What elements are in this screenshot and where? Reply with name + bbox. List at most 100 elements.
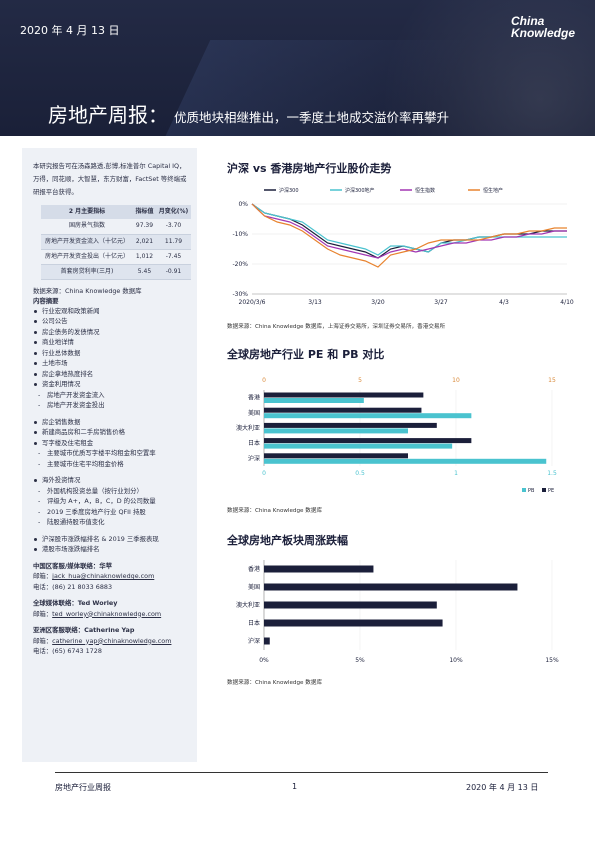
legend-label: PB <box>528 488 535 494</box>
footer-date: 2020 年 4 月 13 日 <box>466 783 539 792</box>
contact-name: 全球媒体联络：Ted Worley <box>33 599 118 607</box>
pe-bar <box>264 453 408 459</box>
header-banner: 2020 年 4 月 13 日 China Knowledge 房地产周报： 优质… <box>0 0 595 136</box>
toc-item: 新建商品房和二手房销售价格 <box>33 427 189 438</box>
weekly-chart-title: 全球房地产板块周涨跌幅 <box>227 534 348 547</box>
y-tick-label: 0% <box>238 201 248 208</box>
toc-subitem: 评级为 A+，A，B，C，D 的公司数量 <box>33 496 189 507</box>
toc-item: 沪深股市涨跌幅排名 & 2019 三季报表现 <box>33 534 189 545</box>
contact-email-link[interactable]: catherine_yap@chinaknowledge.com <box>52 636 172 645</box>
banner-decoration <box>380 0 595 136</box>
table-cell: 房地产开发资金投出（十亿元） <box>41 249 133 265</box>
weekly-chart-source: 数据来源：China Knowledge 数据库 <box>227 680 323 686</box>
toc-item: 行业总体数据 <box>33 348 189 359</box>
contact-email-link[interactable]: ted_worley@chinaknowledge.com <box>52 609 162 618</box>
toc-item: 资金利用情况 <box>33 379 189 390</box>
category-label: 香港 <box>248 394 260 402</box>
contact-email-link[interactable]: jack_hua@chinaknowledge.com <box>52 572 155 580</box>
legend-label: 恒生指数 <box>415 187 435 194</box>
pb-bar <box>264 428 408 434</box>
report-title-main: 房地产周报： <box>48 103 168 127</box>
toc-subitem: 主要城市住宅平均租金价格 <box>33 459 189 470</box>
legend-label: 恒生地产 <box>483 187 503 194</box>
weekly-change-bar <box>264 601 437 609</box>
footer-divider <box>55 772 548 773</box>
table-cell: 2,021 <box>132 234 156 250</box>
legend-swatch <box>542 488 546 492</box>
series-line <box>251 203 567 268</box>
report-title-sub: 优质地块相继推出，一季度土地成交溢价率再攀升 <box>174 110 450 125</box>
table-cell: 首套房贷利率(三月) <box>41 264 133 280</box>
x-tick-label: 4/3 <box>499 299 509 306</box>
table-source: 数据来源：China Knowledge 数据库 <box>33 286 142 295</box>
weekly-change-bar <box>264 637 270 645</box>
bottom-axis-tick-label: 0.5 <box>355 470 365 477</box>
contact-email-row: 邮箱：ted_worley@chinaknowledge.com <box>33 609 189 620</box>
category-label: 日本 <box>248 439 260 447</box>
pepb-chart-title: 全球房地产行业 PE 和 PB 对比 <box>227 348 385 361</box>
contact-email-label: 邮箱： <box>33 572 53 580</box>
y-tick-label: -20% <box>232 261 248 268</box>
pepb-chart-source: 数据来源：China Knowledge 数据库 <box>227 508 323 514</box>
weekly-change-bar <box>264 583 518 591</box>
top-axis-tick-label: 0 <box>262 377 266 384</box>
key-indicator-table: 2 月主要指标 指标值 月变化(%) 国房景气指数 97.39 -3.70 房地… <box>41 205 191 280</box>
category-label: 美国 <box>248 583 260 591</box>
table-cell: 房地产开发资金流入（十亿元） <box>41 234 133 250</box>
table-cell: 11.79 <box>155 234 191 250</box>
bottom-axis-tick-label: 1 <box>454 470 458 477</box>
contact-email-row: 邮箱：catherine_yap@chinaknowledge.com <box>33 636 189 647</box>
x-tick-label: 10% <box>449 657 463 664</box>
toc-item: 房企销售数据 <box>33 417 189 428</box>
table-header: 月变化(%) <box>155 205 191 219</box>
pe-bar <box>264 407 422 413</box>
toc-subitem: 主要城市优质写字楼平均租金和空置率 <box>33 448 189 459</box>
contact-email-label: 邮箱： <box>33 609 53 618</box>
pb-bar <box>264 443 453 449</box>
stock-trend-line-chart: 0% -10% -20% -30%2020/3/6 3/13 3/20 3/27 4/3 4/1… <box>232 187 573 306</box>
category-label: 沪深 <box>248 454 260 462</box>
table-row: 国房景气指数 97.39 -3.70 <box>41 219 191 235</box>
table-row: 房地产开发资金流入（十亿元） 2,021 11.79 <box>41 234 191 250</box>
pe-bar <box>264 422 437 428</box>
pe-bar <box>264 392 424 398</box>
table-cell: 国房景气指数 <box>41 219 133 235</box>
table-header: 2 月主要指标 <box>41 205 133 219</box>
contact-email-row: 邮箱：jack_hua@chinaknowledge.com <box>33 571 189 582</box>
x-tick-label: 15% <box>545 657 559 664</box>
table-row: 首套房贷利率(三月) 5.45 -0.91 <box>41 264 191 280</box>
category-label: 澳大利亚 <box>236 601 260 609</box>
pe-bar <box>264 438 472 444</box>
x-tick-label: 0% <box>259 657 269 664</box>
sidebar-intro: 本研究报告可在汤森路透,彭博,标准普尔 Capital IQ，万得，同花顺，大智… <box>33 162 187 196</box>
toc-subitem: 外国机构投资总量（按行业划分） <box>33 486 189 497</box>
toc-item: 海外投资情况 <box>33 475 189 486</box>
x-tick-label: 3/13 <box>308 299 322 306</box>
toc-item: 公司公告 <box>33 316 189 327</box>
toc-item: 房企拿地热度排名 <box>33 369 189 380</box>
legend-label: 沪深300 <box>279 187 299 194</box>
toc-item: 港股市场涨跌幅排名 <box>33 544 189 555</box>
toc-subitem: 房地产开发资金投出 <box>33 400 189 411</box>
toc-subitem: 陆股通持股市值变化 <box>33 517 189 528</box>
top-axis-tick-label: 10 <box>452 377 460 384</box>
pb-bar <box>264 398 364 403</box>
toc-item: 房企债务的发债情况 <box>33 327 189 338</box>
contact-list: 中国区客服/媒体联络：华苹 邮箱：jack_hua@chinaknowledge.… <box>33 561 189 657</box>
china-knowledge-logo: China Knowledge <box>510 14 575 40</box>
legend-label: 沪深300地产 <box>345 187 375 194</box>
bottom-axis-tick-label: 1.5 <box>547 470 557 477</box>
table-of-contents: 行业宏观和政策新闻 公司公告 房企债务的发债情况 商业地详情 行业总体数据 土地市场 房企拿… <box>33 306 189 555</box>
y-tick-label: -30% <box>232 291 248 298</box>
toc-item: 商业地详情 <box>33 337 189 348</box>
contact-block: 全球媒体联络：Ted Worley 邮箱：ted_worley@chinaknow… <box>33 598 189 619</box>
top-axis-tick-label: 15 <box>548 377 556 384</box>
x-tick-label: 3/27 <box>434 299 448 306</box>
top-axis-tick-label: 5 <box>358 377 362 384</box>
toc-item: 土地市场 <box>33 358 189 369</box>
contact-block: 亚洲区客服联络：Catherine Yap 邮箱：catherine_yap@ch… <box>33 625 189 657</box>
table-cell: -0.91 <box>155 264 191 280</box>
x-tick-label: 5% <box>355 657 365 664</box>
contact-name: 中国区客服/媒体联络：华苹 <box>33 561 113 570</box>
